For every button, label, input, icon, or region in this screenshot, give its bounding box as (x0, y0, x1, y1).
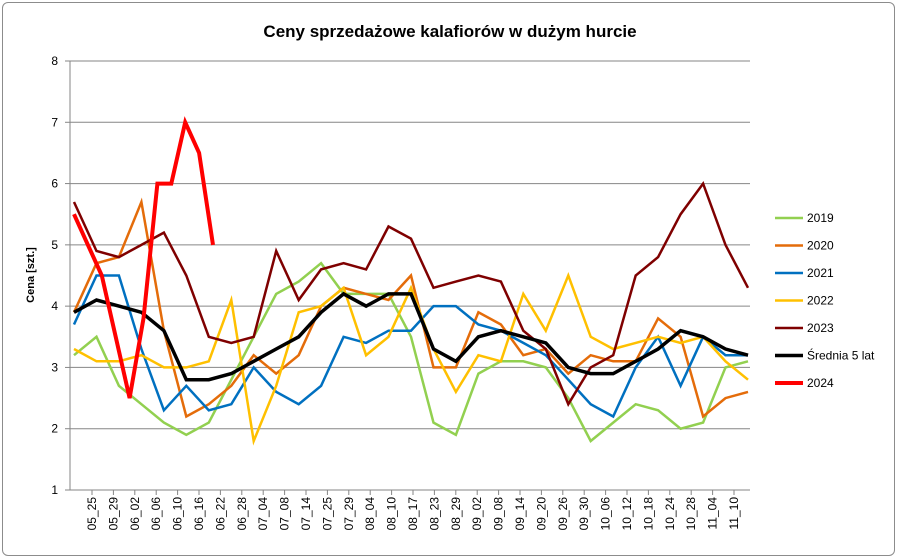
x-tick-label: 10_12 (620, 497, 634, 531)
x-tick-label: 07_29 (342, 497, 356, 531)
x-tick-label: 08_23 (427, 497, 441, 531)
y-tick-label: 5 (51, 238, 58, 252)
legend-label: 2021 (807, 266, 834, 280)
x-tick-label: 10_06 (599, 497, 613, 531)
x-tick-label: 06_02 (128, 497, 142, 531)
x-tick-label: 06_22 (213, 497, 227, 531)
x-tick-label: 07_14 (299, 497, 313, 531)
y-axis-label: Cena [szt.] (25, 247, 37, 303)
x-tick-label: 07_25 (320, 497, 334, 531)
x-tick-label: 09_20 (534, 497, 548, 531)
x-tick-label: 06_16 (192, 497, 206, 531)
y-tick-label: 8 (51, 54, 58, 68)
series-line-2022 (73, 272, 749, 446)
y-tick-label: 3 (51, 360, 58, 374)
legend-label: 2022 (807, 294, 834, 308)
series-line-2024 (72, 116, 215, 399)
x-tick-label: 09_30 (577, 497, 591, 531)
legend-label: Średnia 5 lat (807, 348, 875, 363)
x-tick-label: 06_28 (235, 497, 249, 531)
x-tick-label: 07_08 (278, 497, 292, 531)
x-tick-label: 10_18 (641, 497, 655, 531)
x-tick-label: 09_14 (513, 497, 527, 531)
x-tick-label: 08_04 (363, 497, 377, 531)
series-line-2021 (72, 274, 748, 419)
x-tick-label: 06_06 (149, 497, 163, 531)
x-tick-label: 09_08 (492, 497, 506, 531)
x-tick-label: 07_04 (256, 497, 270, 531)
x-tick-label: 10_28 (684, 497, 698, 531)
x-tick-label: 09_26 (556, 497, 570, 531)
x-tick-label: 10_24 (663, 497, 677, 531)
y-tick-label: 6 (51, 177, 58, 191)
x-tick-label: 09_02 (470, 497, 484, 531)
legend-label: 2024 (807, 376, 834, 390)
legend-label: 2023 (807, 321, 834, 335)
legend-label: 2020 (807, 239, 834, 253)
series-line-2019 (73, 261, 749, 443)
legend-label: 2019 (807, 211, 834, 225)
x-tick-label: 08_29 (449, 497, 463, 531)
x-tick-label: 05_29 (106, 497, 120, 531)
y-tick-label: 2 (51, 422, 58, 436)
x-tick-label: 08_17 (406, 497, 420, 531)
series-line-2020 (72, 197, 749, 419)
x-tick-label: 11_04 (706, 497, 720, 530)
series-line-2023 (72, 180, 750, 407)
x-tick-label: 11_10 (727, 497, 741, 530)
chart-title: Ceny sprzedażowe kalafiorów w dużym hurc… (263, 22, 636, 41)
y-tick-label: 7 (51, 115, 58, 129)
x-tick-label: 06_10 (171, 497, 185, 531)
y-tick-label: 4 (51, 299, 58, 313)
series-line-average (73, 291, 749, 382)
y-tick-label: 1 (51, 483, 58, 497)
x-tick-label: 05_25 (85, 497, 99, 531)
x-tick-label: 08_10 (385, 497, 399, 531)
